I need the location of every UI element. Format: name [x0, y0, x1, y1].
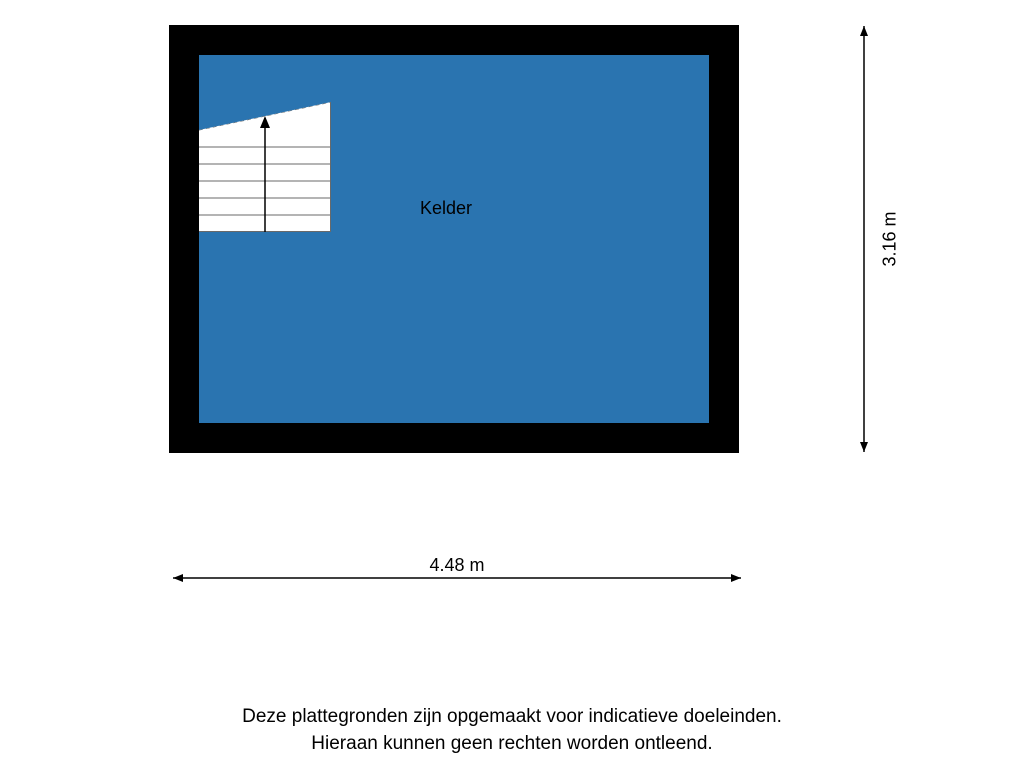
dimension-height-line — [852, 14, 876, 464]
disclaimer-line1: Deze plattegronden zijn opgemaakt voor i… — [242, 706, 782, 727]
room-label-kelder: Kelder — [420, 198, 472, 219]
room-kelder — [199, 55, 709, 423]
disclaimer-text: Deze plattegronden zijn opgemaakt voor i… — [0, 704, 1024, 757]
dimension-width-label: 4.48 m — [429, 555, 484, 576]
dimension-height-label: 3.16 m — [880, 211, 901, 266]
disclaimer-line2: Hieraan kunnen geen rechten worden ontle… — [311, 733, 712, 754]
